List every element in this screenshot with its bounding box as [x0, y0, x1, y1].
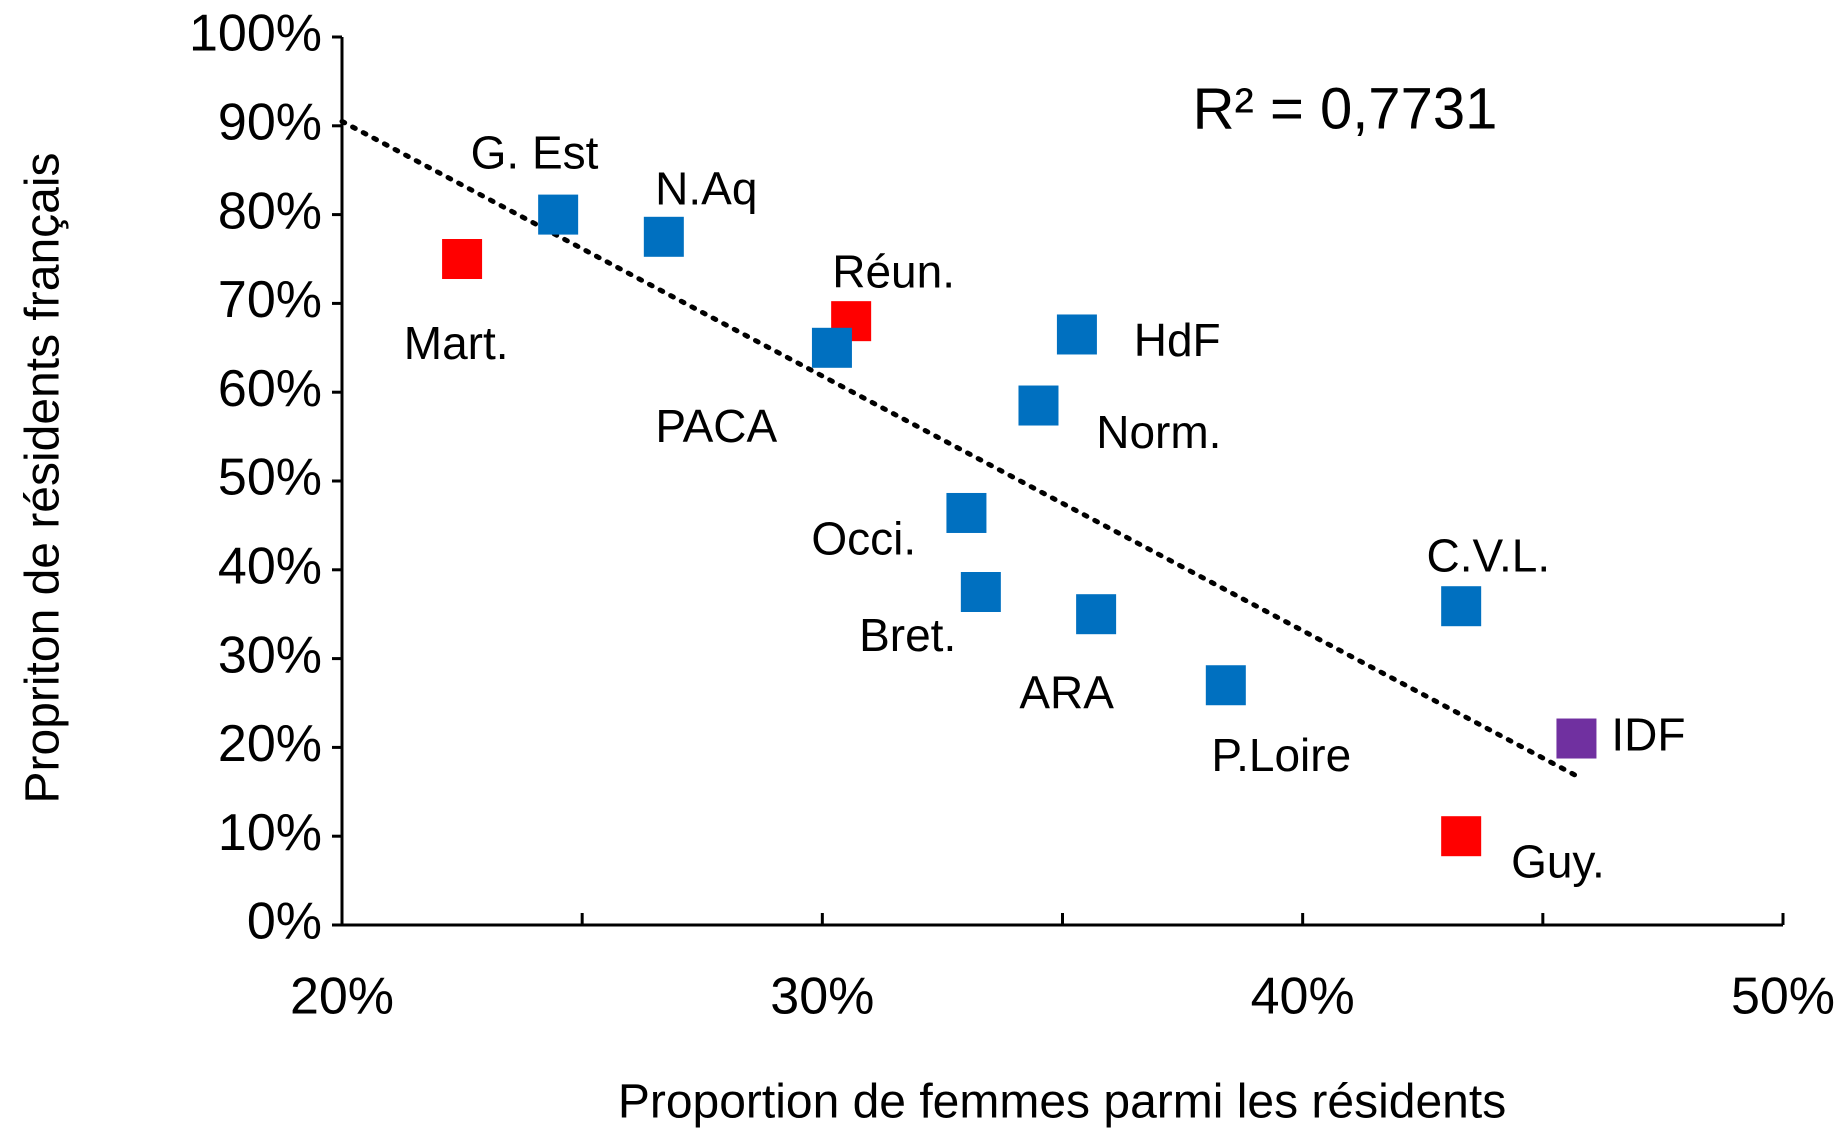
point-label: Réun.	[832, 246, 955, 298]
point-label: Guy.	[1511, 836, 1605, 888]
marker	[643, 216, 684, 257]
trendline	[339, 118, 1579, 779]
point-label: IDF	[1611, 709, 1685, 761]
point-label: Bret.	[859, 609, 956, 661]
y-tick-label: 100%	[189, 5, 322, 63]
marker	[811, 327, 852, 368]
y-tick-label: 90%	[218, 94, 322, 152]
marker	[960, 572, 1001, 612]
y-tick-label: 80%	[218, 182, 322, 240]
point-label: HdF	[1134, 314, 1221, 366]
point-label: N.Aq	[655, 162, 757, 214]
y-axis-title: Propriton de résidents français	[17, 153, 70, 804]
x-tick-label: 20%	[290, 968, 394, 1026]
marker	[1556, 718, 1597, 759]
point-label: Mart.	[404, 317, 509, 369]
point-label: Occi.	[811, 512, 916, 564]
point-label: C.V.L.	[1427, 530, 1551, 582]
y-tick-label: 70%	[218, 271, 322, 329]
marker	[1056, 314, 1097, 355]
marker	[1018, 385, 1059, 426]
marker	[946, 492, 987, 533]
point-label: Norm.	[1096, 406, 1221, 458]
x-tick-label: 40%	[1251, 968, 1355, 1026]
point-label: G. Est	[471, 126, 599, 178]
x-tick-label: 50%	[1731, 968, 1835, 1026]
marker	[1441, 816, 1482, 857]
marker	[442, 239, 483, 279]
y-tick-label: 0%	[247, 893, 322, 951]
y-tick-label: 60%	[218, 360, 322, 418]
y-tick-label: 20%	[218, 715, 322, 773]
x-tick-label: 30%	[770, 968, 874, 1026]
marker	[1441, 586, 1482, 627]
y-tick-label: 10%	[218, 804, 322, 862]
y-tick-label: 30%	[218, 626, 322, 684]
marker	[1076, 594, 1117, 635]
y-tick-label: 40%	[218, 538, 322, 596]
r-squared: R² = 0,7731	[1193, 76, 1498, 141]
point-label: PACA	[655, 400, 777, 452]
marker	[1205, 665, 1246, 706]
y-tick-label: 50%	[218, 449, 322, 507]
x-axis-title: Proportion de femmes parmi les résidents	[618, 1076, 1506, 1129]
point-label: ARA	[1019, 666, 1114, 718]
marker	[538, 194, 579, 235]
point-label: P.Loire	[1211, 729, 1351, 781]
